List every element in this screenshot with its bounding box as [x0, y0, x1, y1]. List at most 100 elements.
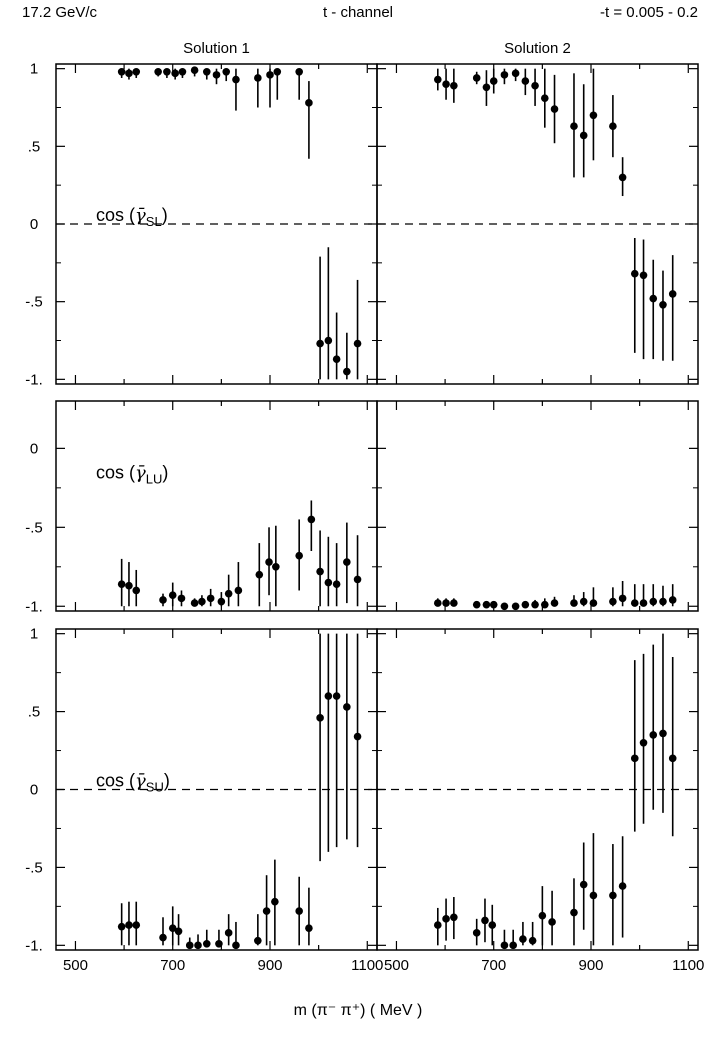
data-point	[266, 71, 274, 79]
data-point	[528, 936, 537, 945]
data-point	[579, 597, 588, 606]
data-point	[353, 575, 362, 584]
data-point	[343, 703, 351, 711]
data-point	[668, 596, 677, 604]
data-point	[489, 77, 498, 85]
data-point	[307, 515, 316, 524]
header-channel: t - channel	[322, 4, 394, 21]
y-tick-label: -1.	[25, 937, 43, 954]
data-point	[550, 599, 559, 607]
panel-label: cos (γ̄SL)	[96, 205, 168, 229]
data-point	[198, 597, 206, 606]
data-point	[618, 594, 627, 603]
data-point	[442, 599, 450, 607]
data-point	[224, 589, 233, 598]
data-point	[234, 586, 243, 595]
data-point	[472, 74, 481, 82]
data-point	[159, 596, 167, 604]
data-point	[548, 918, 556, 926]
data-point	[589, 891, 598, 900]
data-point	[232, 75, 240, 84]
panel-label: cos (γ̄SU)	[96, 770, 170, 794]
data-point	[190, 66, 199, 75]
data-point	[630, 754, 639, 763]
data-point	[521, 77, 530, 85]
data-point	[579, 880, 588, 889]
data-point	[668, 290, 677, 298]
data-point	[305, 99, 313, 107]
y-tick-label: -1.	[25, 598, 43, 615]
data-point	[500, 941, 509, 950]
header-beam-momentum: 17.2 GeV/c	[22, 4, 98, 21]
column-title-solution-2: Solution 2	[504, 40, 571, 57]
data-point	[232, 941, 240, 950]
data-point	[163, 67, 171, 76]
data-point	[433, 75, 442, 84]
data-point	[255, 570, 264, 579]
data-point	[618, 173, 627, 182]
data-point	[177, 594, 186, 603]
y-tick-label: -.5	[25, 519, 43, 536]
data-point	[194, 941, 202, 950]
data-point	[482, 600, 491, 609]
y-tick-label: 1	[30, 61, 38, 78]
data-point	[174, 927, 183, 936]
data-point	[132, 921, 141, 929]
data-point	[295, 551, 303, 560]
data-point	[540, 600, 549, 609]
data-point	[222, 67, 231, 76]
data-point	[265, 558, 273, 566]
data-point	[154, 67, 162, 76]
data-point	[254, 74, 262, 82]
y-tick-label: .5	[28, 138, 41, 155]
data-point	[159, 933, 167, 942]
data-point	[316, 567, 324, 576]
y-tick-label: -.5	[25, 294, 43, 311]
data-point	[659, 300, 667, 309]
data-point	[442, 80, 450, 88]
data-point	[168, 924, 177, 932]
data-point	[332, 355, 341, 363]
y-tick-label: -1.	[25, 371, 43, 388]
data-point	[272, 562, 280, 571]
data-point	[639, 271, 648, 280]
data-point	[168, 591, 177, 600]
data-point	[488, 921, 497, 929]
data-point	[442, 915, 450, 923]
data-point	[343, 558, 351, 566]
data-point	[511, 602, 520, 611]
data-point	[343, 367, 351, 376]
data-point	[481, 916, 489, 925]
data-point	[262, 907, 271, 915]
data-point	[659, 597, 667, 606]
data-point	[117, 67, 126, 76]
data-point	[206, 594, 215, 603]
y-tick-label: .5	[28, 704, 41, 721]
panel-label: cos (γ̄LU)	[96, 463, 168, 487]
data-point	[630, 269, 639, 278]
data-point	[500, 602, 509, 611]
data-point	[450, 81, 458, 90]
x-tick-label: 1100	[351, 957, 383, 974]
x-tick-label: 900	[578, 957, 603, 974]
data-point	[570, 122, 578, 130]
data-point	[433, 921, 442, 929]
column-title-solution-1: Solution 1	[183, 40, 250, 57]
x-tick-label: 1100	[672, 957, 704, 974]
data-point	[324, 336, 333, 345]
data-point	[190, 599, 199, 607]
panel-frame	[376, 400, 699, 612]
data-point	[295, 67, 303, 76]
y-tick-label: 0	[30, 216, 38, 233]
data-point	[178, 67, 187, 76]
data-point	[271, 897, 279, 906]
data-point	[500, 71, 509, 79]
data-point	[132, 67, 141, 76]
data-point	[639, 599, 648, 607]
data-point	[618, 882, 627, 890]
data-point	[519, 935, 527, 943]
y-tick-label: 1	[30, 626, 38, 643]
x-tick-label: 700	[481, 957, 506, 974]
data-point	[659, 729, 667, 738]
